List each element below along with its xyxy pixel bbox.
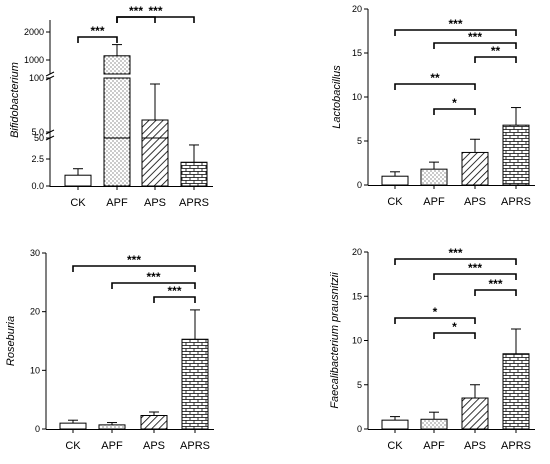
bar-aps [461, 397, 489, 430]
x-tick-label: APRS [501, 440, 531, 452]
y-tick-label: 20 [352, 247, 362, 257]
bar-aps [141, 131, 169, 187]
significance-label: *** [468, 261, 482, 275]
significance-bracket [77, 36, 118, 43]
significance-bracket [394, 258, 517, 265]
x-tick-label: APS [464, 440, 486, 452]
x-tick-label: APS [464, 196, 486, 208]
significance-bracket [433, 332, 476, 339]
significance-label: *** [127, 253, 141, 267]
bar-aps [140, 415, 168, 430]
y-tick-label: 10 [352, 336, 362, 346]
significance-label: * [433, 305, 438, 319]
y-tick-label: 2000 [24, 27, 44, 37]
y-tick-label: 10 [30, 365, 40, 375]
x-tick-label: APF [101, 440, 123, 452]
x-tick-label: CK [387, 196, 403, 208]
bar-apf [103, 55, 131, 75]
significance-bracket [111, 282, 196, 289]
y-tick-label: 5.0 [31, 127, 44, 137]
bar-apf [420, 418, 448, 430]
x-tick-label: APF [423, 196, 445, 208]
significance-label: * [452, 96, 457, 110]
significance-bracket [433, 108, 476, 115]
bar-aprs [180, 161, 208, 187]
y-tick-label: 0 [357, 180, 362, 190]
y-tick-label: 0.0 [31, 181, 44, 191]
x-tick-label: CK [65, 440, 81, 452]
x-tick-label: APF [423, 440, 445, 452]
bar-apf [103, 131, 131, 187]
significance-label: *** [129, 4, 143, 18]
significance-bracket [474, 56, 517, 63]
y-tick-label: 10 [352, 92, 362, 102]
y-tick-label: 0 [357, 424, 362, 434]
significance-bracket [116, 16, 195, 23]
bar-apf [98, 424, 126, 430]
significance-label: *** [448, 246, 462, 260]
y-tick-label: 5 [357, 136, 362, 146]
significance-label: ** [430, 71, 440, 85]
significance-label: *** [468, 30, 482, 44]
y-tick-label: 20 [352, 4, 362, 14]
significance-bracket [394, 29, 517, 36]
x-tick-label: APRS [180, 440, 210, 452]
significance-bracket [394, 83, 476, 90]
y-axis-label: Lactobacillus [331, 65, 343, 129]
significance-label: *** [90, 24, 104, 38]
x-tick-label: APF [106, 197, 128, 209]
y-tick-label: 1000 [24, 55, 44, 65]
bar-ck [381, 175, 409, 186]
significance-label: *** [146, 270, 160, 284]
chart-panel-3: 0 10 20 30 Roseburia CK APF APS APRS *** *** *** [5, 248, 214, 452]
x-tick-label: APRS [501, 196, 531, 208]
significance-bracket [394, 317, 476, 324]
bar-ck [64, 174, 92, 187]
axis-break-mark [45, 71, 55, 77]
bar-aprs [502, 353, 530, 430]
y-tick-label: 100 [29, 73, 44, 83]
significance-label: * [452, 320, 457, 334]
y-tick-label: 5 [357, 380, 362, 390]
x-tick-label: APRS [179, 197, 209, 209]
significance-bracket [433, 42, 517, 49]
bar-aps [461, 151, 489, 186]
chart-panel-1: 0.0 2.5 5.050 100 1000 2000 Bifidobacterium CK A… [9, 4, 213, 209]
x-tick-label: CK [387, 440, 403, 452]
bar-aps [141, 119, 169, 139]
y-axis-label: Bifidobacterium [9, 62, 21, 138]
significance-bracket [433, 273, 517, 280]
bar-ck [381, 419, 409, 430]
y-tick-label: 0 [35, 424, 40, 434]
x-tick-label: CK [70, 197, 86, 209]
y-axis-label: Roseburia [5, 316, 17, 366]
significance-bracket [72, 265, 196, 272]
significance-label: *** [167, 284, 181, 298]
bar-apf [103, 77, 131, 139]
y-tick-label: 15 [352, 48, 362, 58]
bar-aprs [181, 338, 209, 430]
y-axis-label: Faecalibacterium prausnitzii [329, 272, 341, 409]
y-tick-label: 30 [30, 248, 40, 258]
bar-aprs [502, 124, 530, 186]
x-tick-label: APS [144, 197, 166, 209]
bar-ck [59, 422, 87, 430]
y-tick-label: 20 [30, 307, 40, 317]
significance-label: ** [491, 44, 501, 58]
significance-label: *** [448, 17, 462, 31]
significance-bracket [474, 289, 517, 296]
y-tick-label: 50 [34, 133, 44, 143]
chart-panel-4: 0 5 10 15 20 Faecalibacterium prausnitzii CK AP… [329, 246, 535, 452]
significance-label: *** [148, 4, 162, 18]
significance-bracket [153, 296, 196, 303]
y-tick-label: 15 [352, 291, 362, 301]
x-tick-label: APS [143, 440, 165, 452]
y-tick-label: 2.5 [31, 154, 44, 164]
significance-label: *** [488, 277, 502, 291]
bar-apf [420, 168, 448, 186]
